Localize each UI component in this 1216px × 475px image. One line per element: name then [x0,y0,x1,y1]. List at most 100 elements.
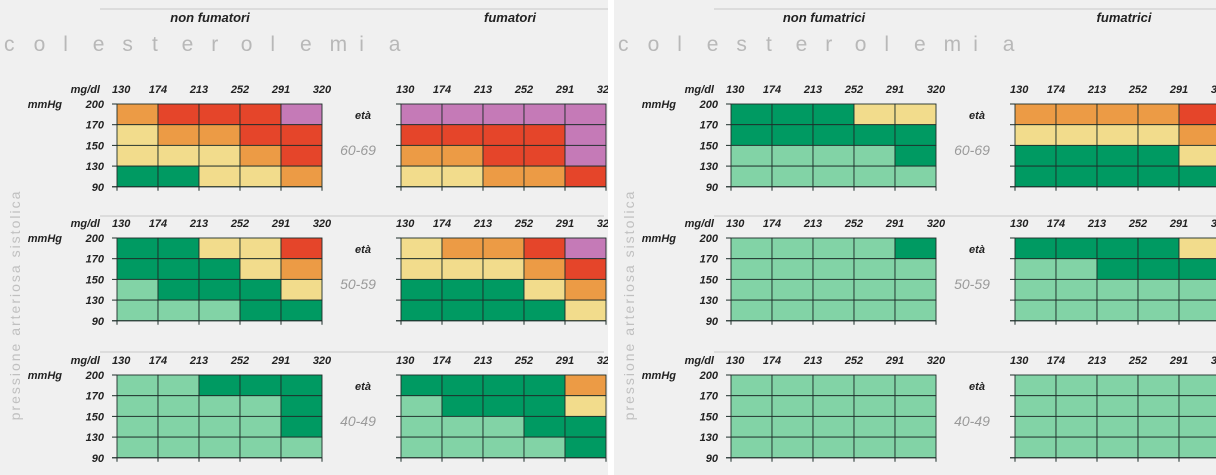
chart-title-letter: o [241,33,253,56]
y-tick-label: 200 [699,99,719,111]
heatmap-cell [1178,165,1216,188]
heatmap-cell [1137,124,1180,146]
heatmap-cell [894,144,937,167]
heatmap-cell [1014,374,1057,397]
heatmap-cell [564,436,607,459]
heatmap-cell [523,374,566,397]
chart-title-letter: m [330,33,348,56]
x-tick-label: 174 [433,84,451,96]
heatmap-cell [1137,436,1180,459]
heatmap-cell [1096,144,1139,167]
y-tick-label: 170 [700,120,719,132]
heatmap-cell [812,374,855,397]
heatmap-cell [853,124,896,146]
x-unit-label: mg/dl [71,355,101,367]
heatmap-cell [1137,237,1180,260]
x-tick-label: 174 [433,355,451,367]
group-header: fumatrici [1097,10,1152,25]
heatmap-cell [1096,436,1139,459]
heatmap-cell [482,124,525,146]
y-tick-label: 90 [706,316,719,328]
x-tick-label: 130 [396,355,415,367]
x-tick-label: 252 [1128,84,1147,96]
heatmap-cell [894,103,937,126]
heatmap-cell [239,124,282,146]
heatmap-cell [1137,415,1180,438]
x-tick-label: 174 [763,355,781,367]
x-tick-label: 174 [149,355,167,367]
heatmap-cell [198,237,241,260]
heatmap-cell [280,436,323,459]
x-tick-label: 130 [396,218,415,230]
heatmap-cell [280,299,323,322]
y-tick-label: 200 [85,233,105,245]
heatmap-cell [894,237,937,260]
heatmap-cell [812,165,855,188]
y-tick-label: 150 [700,274,719,286]
heatmap-cell [1178,237,1216,260]
y-unit-label: mmHg [642,233,677,245]
heatmap-cell [400,436,443,459]
heatmap-cell [1178,278,1216,301]
heatmap-cell [1096,165,1139,188]
chart-title-letter: a [1003,33,1015,56]
heatmap-cell [198,374,241,397]
heatmap-cell [400,395,443,417]
x-tick-label: 213 [189,355,208,367]
heatmap-cell [564,103,607,126]
heatmap-cell [771,374,814,397]
group-header: non fumatrici [783,10,866,25]
heatmap-cell [1178,144,1216,167]
chart-title-letter: m [944,33,962,56]
heatmap-cell [482,278,525,301]
heatmap-cell [1178,415,1216,438]
age-label: età [355,110,371,122]
y-tick-label: 150 [700,411,719,423]
x-tick-label: 291 [885,218,904,230]
heatmap-cell [116,374,159,397]
heatmap-cell [523,103,566,126]
x-tick-label: 252 [1128,355,1147,367]
x-tick-label: 174 [149,218,167,230]
y-tick-label: 150 [86,411,105,423]
heatmap-cell [564,237,607,260]
heatmap-cell [198,395,241,417]
heatmap-cell [482,436,525,459]
y-unit-label: mmHg [28,99,63,111]
y-tick-label: 130 [700,432,719,444]
y-tick-label: 130 [700,161,719,173]
heatmap-cell [1055,103,1098,126]
chart-title-letter: i [359,33,364,56]
heatmap-cell [812,124,855,146]
heatmap-cell [730,258,773,280]
x-tick-label: 291 [555,84,574,96]
age-label: età [355,381,371,393]
age-group-label: 60-69 [954,142,990,158]
chart-title-letter: t [766,33,772,56]
heatmap-cell [812,415,855,438]
heatmap-cell [198,124,241,146]
heatmap-cell [771,165,814,188]
y-tick-label: 130 [86,295,105,307]
y-tick-label: 200 [85,370,105,382]
heatmap-cell [853,395,896,417]
heatmap-cell [1178,258,1216,280]
heatmap-cell [853,237,896,260]
y-unit-label: mmHg [28,370,63,382]
heatmap-cell [1137,374,1180,397]
heatmap-cell [894,124,937,146]
heatmap-cell [400,258,443,280]
age-label: età [969,110,985,122]
heatmap-cell [482,395,525,417]
x-tick-label: 291 [555,218,574,230]
heatmap-cell [771,237,814,260]
heatmap-cell [1014,237,1057,260]
heatmap-cell [730,436,773,459]
x-tick-label: 291 [271,84,290,96]
x-tick-label: 130 [112,355,131,367]
heatmap-cell [564,395,607,417]
x-tick-label: 130 [1010,355,1029,367]
heatmap-cell [894,165,937,188]
heatmap-cell [441,165,484,188]
